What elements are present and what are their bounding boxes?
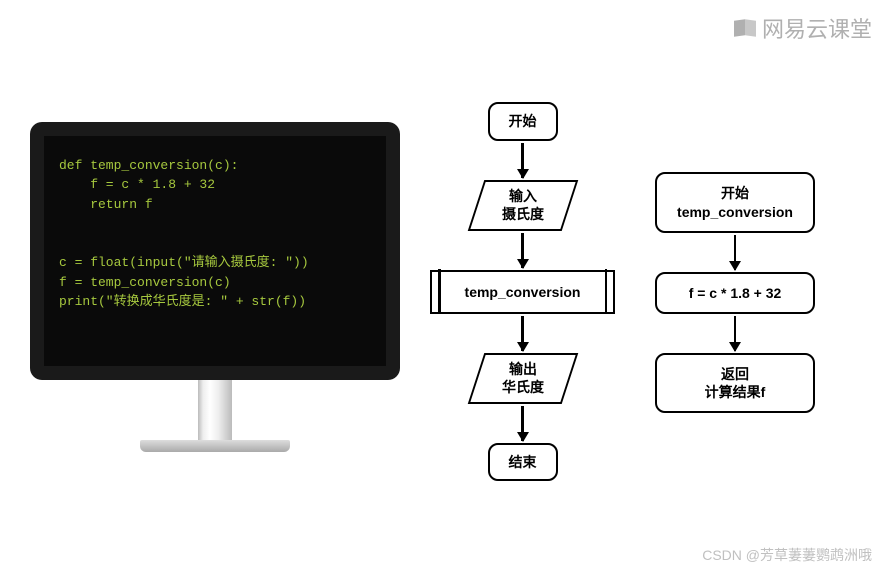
code-screen: def temp_conversion(c): f = c * 1.8 + 32… <box>44 136 386 366</box>
node-sub-start: 开始 temp_conversion <box>655 172 815 232</box>
flowchart-sub: 开始 temp_conversion f = c * 1.8 + 32 返回 计… <box>655 172 815 413</box>
brand-logo: 网易云课堂 <box>734 12 872 44</box>
arrow <box>734 235 737 270</box>
book-icon <box>734 18 756 38</box>
node-process-call: temp_conversion <box>430 270 615 314</box>
arrow <box>521 143 524 178</box>
node-sub-process: f = c * 1.8 + 32 <box>655 272 815 314</box>
monitor-frame: def temp_conversion(c): f = c * 1.8 + 32… <box>30 122 400 380</box>
brand-text: 网易云课堂 <box>762 12 872 44</box>
monitor-illustration: def temp_conversion(c): f = c * 1.8 + 32… <box>30 122 400 452</box>
arrow <box>521 406 524 441</box>
node-input: 输入 摄氏度 <box>467 180 578 231</box>
flowchart-main: 开始 输入 摄氏度 temp_conversion 输出 华氏度 结束 <box>430 102 615 480</box>
monitor-stand-base <box>140 440 290 452</box>
node-sub-return: 返回 计算结果f <box>655 353 815 413</box>
flowcharts-area: 开始 输入 摄氏度 temp_conversion 输出 华氏度 结束 <box>430 92 815 480</box>
main-container: def temp_conversion(c): f = c * 1.8 + 32… <box>0 0 892 573</box>
node-output: 输出 华氏度 <box>467 353 578 404</box>
node-end: 结束 <box>488 443 558 481</box>
arrow <box>521 233 524 268</box>
node-start: 开始 <box>488 102 558 140</box>
watermark-text: CSDN @芳草萋萋鹦鹉洲哦 <box>702 545 872 565</box>
arrow <box>521 316 524 351</box>
arrow <box>734 316 737 351</box>
monitor-stand-neck <box>198 380 232 440</box>
